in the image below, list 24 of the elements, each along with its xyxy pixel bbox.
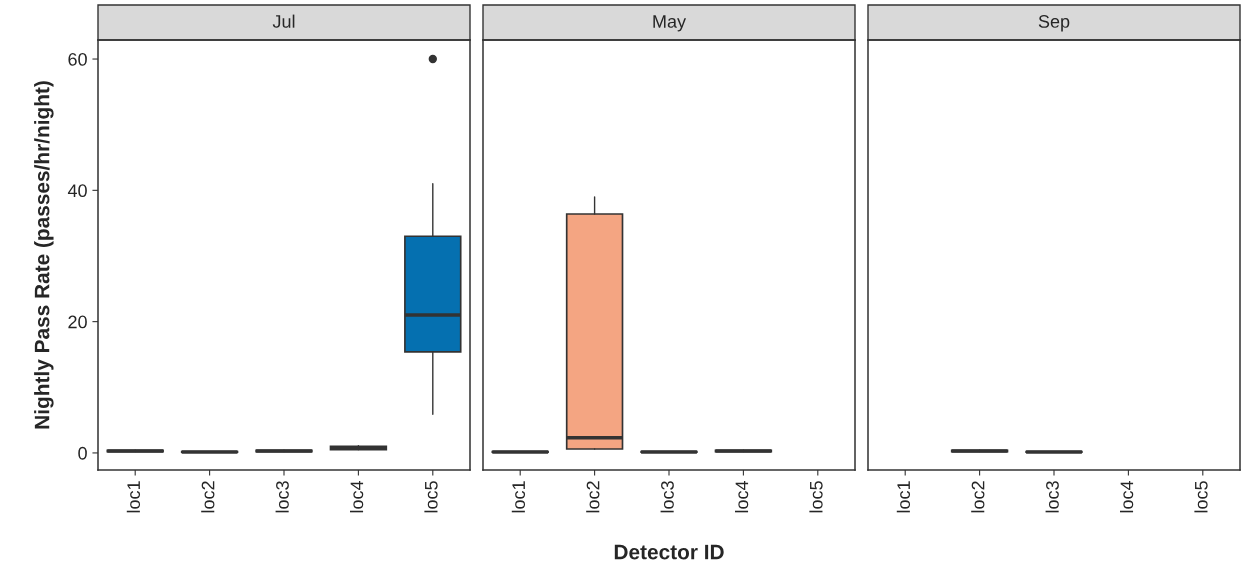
x-tick-label: loc2	[201, 481, 215, 513]
x-tick-label: loc1	[126, 481, 141, 513]
chart-title: Jul	[272, 14, 295, 28]
x-tick-label: loc2	[971, 481, 985, 513]
x-tick-label: loc5	[1194, 481, 1208, 513]
y-tick-label: 40	[67, 184, 87, 198]
x-tick-label: loc3	[275, 481, 289, 513]
x-axis-title: Detector ID	[614, 544, 724, 560]
x-tick-label: loc4	[1119, 480, 1134, 513]
x-tick-label: loc3	[660, 481, 674, 513]
x-tick-label: loc5	[424, 481, 438, 513]
x-tick-label: loc2	[586, 481, 600, 513]
y-tick-label: 0	[78, 446, 87, 460]
x-tick-label: loc5	[809, 481, 823, 513]
y-axis-title: Nightly Pass Rate (passes/hr/night)	[34, 81, 54, 429]
x-tick-label: loc4	[734, 480, 749, 513]
chart-title: May	[653, 15, 687, 32]
x-tick-label: loc4	[349, 480, 364, 513]
chart-title: Sep	[1038, 15, 1070, 32]
y-tick-label: 60	[68, 52, 87, 66]
x-tick-label: loc1	[896, 481, 911, 513]
y-tick-label: 20	[68, 315, 87, 329]
x-tick-label: loc1	[511, 481, 526, 513]
x-tick-label: loc3	[1045, 481, 1059, 513]
